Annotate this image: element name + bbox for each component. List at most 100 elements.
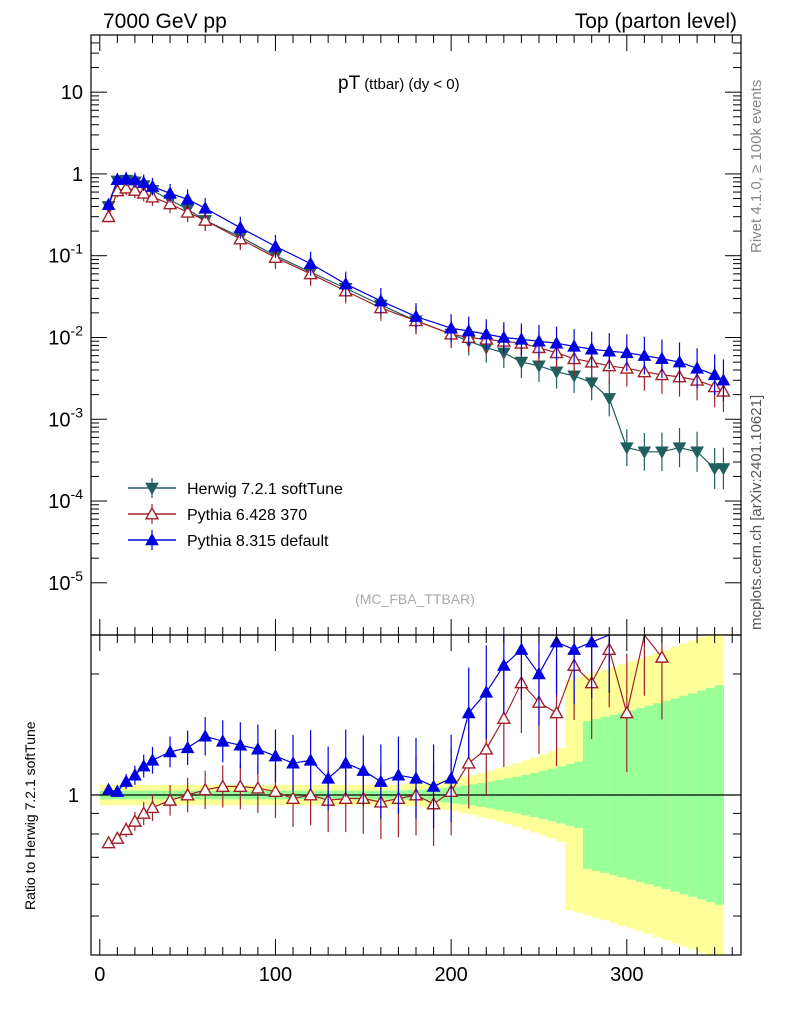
pythia-8-315-default-point — [163, 186, 177, 199]
pythia-8-315-default-ratio-point — [567, 642, 581, 655]
pythia-6-428-370-ratio-point — [654, 649, 670, 663]
pythia-8-315-default-ratio-point — [461, 705, 476, 719]
pythia-8-315-default-ratio-point — [101, 782, 116, 796]
pythia-6-428-370-ratio-point — [250, 780, 266, 794]
pythia-6-428-370-point — [118, 180, 134, 194]
y-tick-label: 10-5 — [48, 568, 83, 595]
pythia-8-315-default-ratio-point — [233, 738, 248, 751]
pythia-8-315-default-point — [338, 277, 353, 290]
main-plot-axes: 10 1 10-1 10-2 10-3 10-4 10-5 — [48, 34, 742, 636]
x-tick-label: 100 — [259, 964, 292, 986]
pythia-8-315-default-ratio-point — [145, 753, 160, 766]
y-tick-label: 10-1 — [48, 241, 83, 268]
legend-entry: Pythia 8.315 default — [128, 530, 329, 550]
pythia-6-428-370-ratio-point — [285, 791, 301, 805]
herwig-7-2-1-softtune-point — [672, 442, 687, 455]
pythia-8-315-default-ratio-point — [303, 753, 318, 766]
pythia-8-315-default-ratio-point — [391, 768, 406, 781]
pythia-8-315-default-point — [101, 197, 116, 211]
y-tick-label: 10-3 — [48, 404, 83, 431]
pythia-6-428-370-ratio-point — [118, 822, 134, 836]
pythia-8-315-default-point — [110, 172, 125, 186]
herwig-7-2-1-softtune-point — [637, 446, 652, 459]
legend-label: Pythia 6.428 370 — [187, 507, 307, 524]
pythia-6-428-370-ratio-point — [145, 800, 160, 814]
pythia-6-428-370-ratio-point — [268, 784, 283, 798]
pythia-8-315-default-point — [567, 339, 581, 352]
pythia-8-315-default-point — [655, 351, 669, 365]
pythia-8-315-default-ratio-point — [514, 642, 529, 655]
herwig-7-2-1-softtune-point — [716, 463, 731, 476]
main-plot-panel: pT (ttbar) (dy < 0) (MC_FBA_TTBAR) — [338, 73, 475, 607]
herwig-7-2-1-softtune-point — [602, 393, 617, 406]
process-label: Top (parton level) — [575, 10, 737, 33]
plot-title-sub: (ttbar) (dy < 0) — [364, 76, 459, 93]
legend-label: Herwig 7.2.1 softTune — [187, 481, 343, 498]
x-tick-label: 300 — [610, 964, 643, 986]
pythia-8-315-default-ratio-point — [268, 749, 283, 762]
pythia-8-315-default-ratio-point — [321, 771, 336, 784]
pythia-6-428-370-ratio-point — [180, 787, 195, 801]
pythia-6-428-370-ratio-point — [549, 705, 564, 719]
pythia-8-315-default-ratio-point — [180, 740, 195, 754]
mcplots-reference-label: mcplots.cern.ch [arXiv:2401.10621] — [748, 395, 765, 630]
x-tick-label: 0 — [94, 964, 105, 986]
pythia-8-315-default-ratio-point — [338, 756, 353, 769]
pythia-8-315-default-ratio-point — [356, 763, 371, 776]
pythia-8-315-default-ratio-point — [532, 666, 546, 680]
pythia-6-428-370-ratio-point — [496, 711, 512, 724]
pythia-8-315-default-point — [119, 171, 133, 185]
ratio-axis-label: Ratio to Herwig 7.2.1 softTune — [22, 721, 38, 910]
pythia-8-315-default-point — [180, 192, 195, 205]
legend: Herwig 7.2.1 softTune Pythia 6.428 370 Pyt… — [128, 478, 343, 550]
pythia-8-315-default-ratio-point — [496, 658, 511, 671]
pythia-8-315-default-point — [128, 173, 142, 186]
y-tick-label: 10-2 — [48, 322, 83, 349]
pythia-8-315-default-ratio-point — [409, 771, 423, 784]
pythia-8-315-default-ratio-point — [426, 779, 441, 792]
legend-entry: Herwig 7.2.1 softTune — [128, 478, 343, 498]
pythia-8-315-default-point — [233, 220, 248, 234]
y-tick-label: 1 — [72, 164, 83, 186]
legend-marker — [145, 532, 159, 546]
pythia-8-315-default-point — [619, 345, 634, 359]
pythia-6-428-370-ratio-point — [303, 787, 318, 801]
pythia-8-315-default-point — [637, 348, 652, 361]
legend-entry: Pythia 6.428 370 — [128, 504, 307, 524]
legend-marker — [145, 482, 159, 496]
pythia-8-315-default-point — [716, 373, 731, 386]
pythia-8-315-default-point — [690, 361, 704, 374]
pythia-6-428-370-ratio-point — [338, 791, 353, 805]
pythia-8-315-default-point — [409, 309, 423, 322]
pythia-6-428-370-ratio-point — [215, 779, 230, 792]
pythia-8-315-default-point — [707, 367, 722, 381]
pythia-8-315-default-point — [198, 201, 213, 214]
pythia-8-315-default-ratio-point — [215, 734, 230, 747]
pythia-8-315-default-point — [136, 175, 151, 189]
pythia-8-315-default-point — [145, 179, 160, 192]
pythia-6-428-370-point — [197, 212, 213, 226]
herwig-7-2-1-softtune-point — [655, 446, 669, 459]
y-tick-label: 10 — [61, 82, 83, 104]
pythia-6-428-370-ratio-point — [127, 813, 143, 827]
pythia-8-315-default-ratio-point — [479, 685, 494, 698]
ratio-plot-marks — [101, 633, 670, 849]
pythia-6-428-370-ratio-point — [197, 782, 213, 796]
herwig-7-2-1-softtune-point — [690, 446, 704, 459]
y-tick-label: 10-4 — [48, 486, 83, 513]
pythia-8-315-default-ratio-point — [110, 784, 125, 797]
pythia-6-428-370-point — [101, 209, 116, 223]
pythia-8-315-default-point — [268, 239, 283, 252]
pythia-6-428-370-point — [145, 189, 160, 203]
pythia-6-428-370-point — [136, 185, 151, 199]
pythia-6-428-370-point — [180, 204, 195, 218]
pythia-8-315-default-point — [496, 330, 511, 343]
pythia-6-428-370-point — [162, 196, 178, 210]
plot-title-main: pT — [338, 73, 361, 94]
ratio-uncertainty-bands — [91, 635, 741, 955]
pythia-8-315-default-ratio-point — [128, 768, 142, 781]
pythia-8-315-default-ratio-point — [119, 774, 133, 787]
pythia-8-315-default-ratio-point — [374, 774, 388, 787]
main-plot-marks — [101, 171, 731, 490]
